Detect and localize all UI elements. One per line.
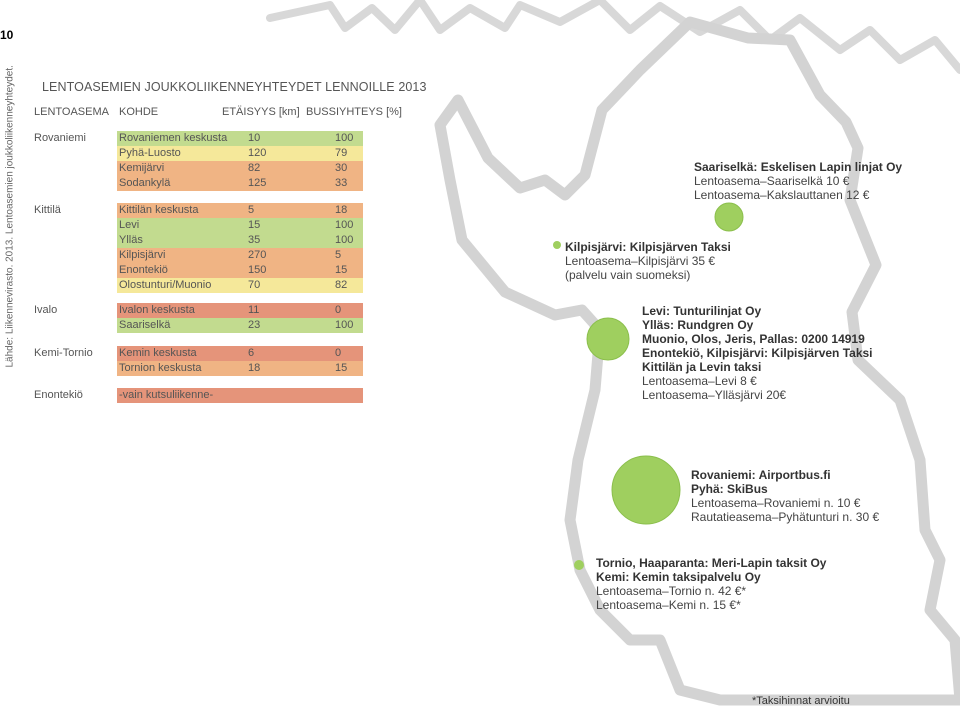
header-bus: BUSSIYHTEYS [%] <box>306 106 402 118</box>
info-kilpisjarvi: Kilpisjärvi: Kilpisjärven Taksi Lentoase… <box>565 240 731 282</box>
info-rovaniemi: Rovaniemi: Airportbus.fi Pyhä: SkiBus Le… <box>691 468 880 524</box>
info-saariselka: Saariselkä: Eskelisen Lapin linjat Oy Le… <box>694 160 903 202</box>
header-airport: LENTOASEMA <box>34 106 109 118</box>
footnote: *Taksihinnat arvioitu <box>752 695 850 707</box>
table-row: Saariselkä 23 100 <box>117 318 363 333</box>
airport-label: Rovaniemi <box>34 132 86 144</box>
table-row: Kemijärvi 82 30 <box>117 161 363 176</box>
table-row: Ylläs 35 100 <box>117 233 363 248</box>
kittila-circle <box>586 317 630 361</box>
table-title: LENTOASEMIEN JOUKKOLIIKENNEYHTEYDET LENN… <box>42 80 427 94</box>
rovaniemi-circle <box>611 455 681 525</box>
saariselka-circle <box>714 202 744 232</box>
table-row: Olostunturi/Muonio 70 82 <box>117 278 363 293</box>
airport-label: Ivalo <box>34 304 58 316</box>
info-kittila: Levi: Tunturilinjat Oy Ylläs: Rundgren O… <box>642 304 873 402</box>
tornio-circle <box>574 560 584 570</box>
airport-label: Enontekiö <box>34 389 83 401</box>
table-row: Sodankylä 125 33 <box>117 176 363 191</box>
table-row: Rovaniemen keskusta 10 100 <box>117 131 363 146</box>
table-row: Levi 15 100 <box>117 218 363 233</box>
table-row: Kilpisjärvi 270 5 <box>117 248 363 263</box>
page-number: 10 <box>0 28 14 42</box>
table-row: Kemin keskusta 6 0 <box>117 346 363 361</box>
kilpisjarvi-circle <box>553 241 561 249</box>
table-row: Tornion keskusta 18 15 <box>117 361 363 376</box>
table-row: -vain kutsuliikenne- <box>117 388 363 403</box>
table-row: Kittilän keskusta 5 18 <box>117 203 363 218</box>
border-top-line <box>266 0 960 74</box>
table-row: Ivalon keskusta 11 0 <box>117 303 363 318</box>
airport-label: Kemi-Tornio <box>34 347 93 359</box>
header-destination: KOHDE <box>119 106 159 118</box>
airport-label: Kittilä <box>34 204 61 216</box>
table-row: Enontekiö 150 15 <box>117 263 363 278</box>
info-tornio: Tornio, Haaparanta: Meri-Lapin taksit Oy… <box>596 556 827 612</box>
header-distance: ETÄISYYS [km] <box>222 106 300 118</box>
table-row: Pyhä-Luosto 120 79 <box>117 146 363 161</box>
map-circles <box>553 202 744 570</box>
